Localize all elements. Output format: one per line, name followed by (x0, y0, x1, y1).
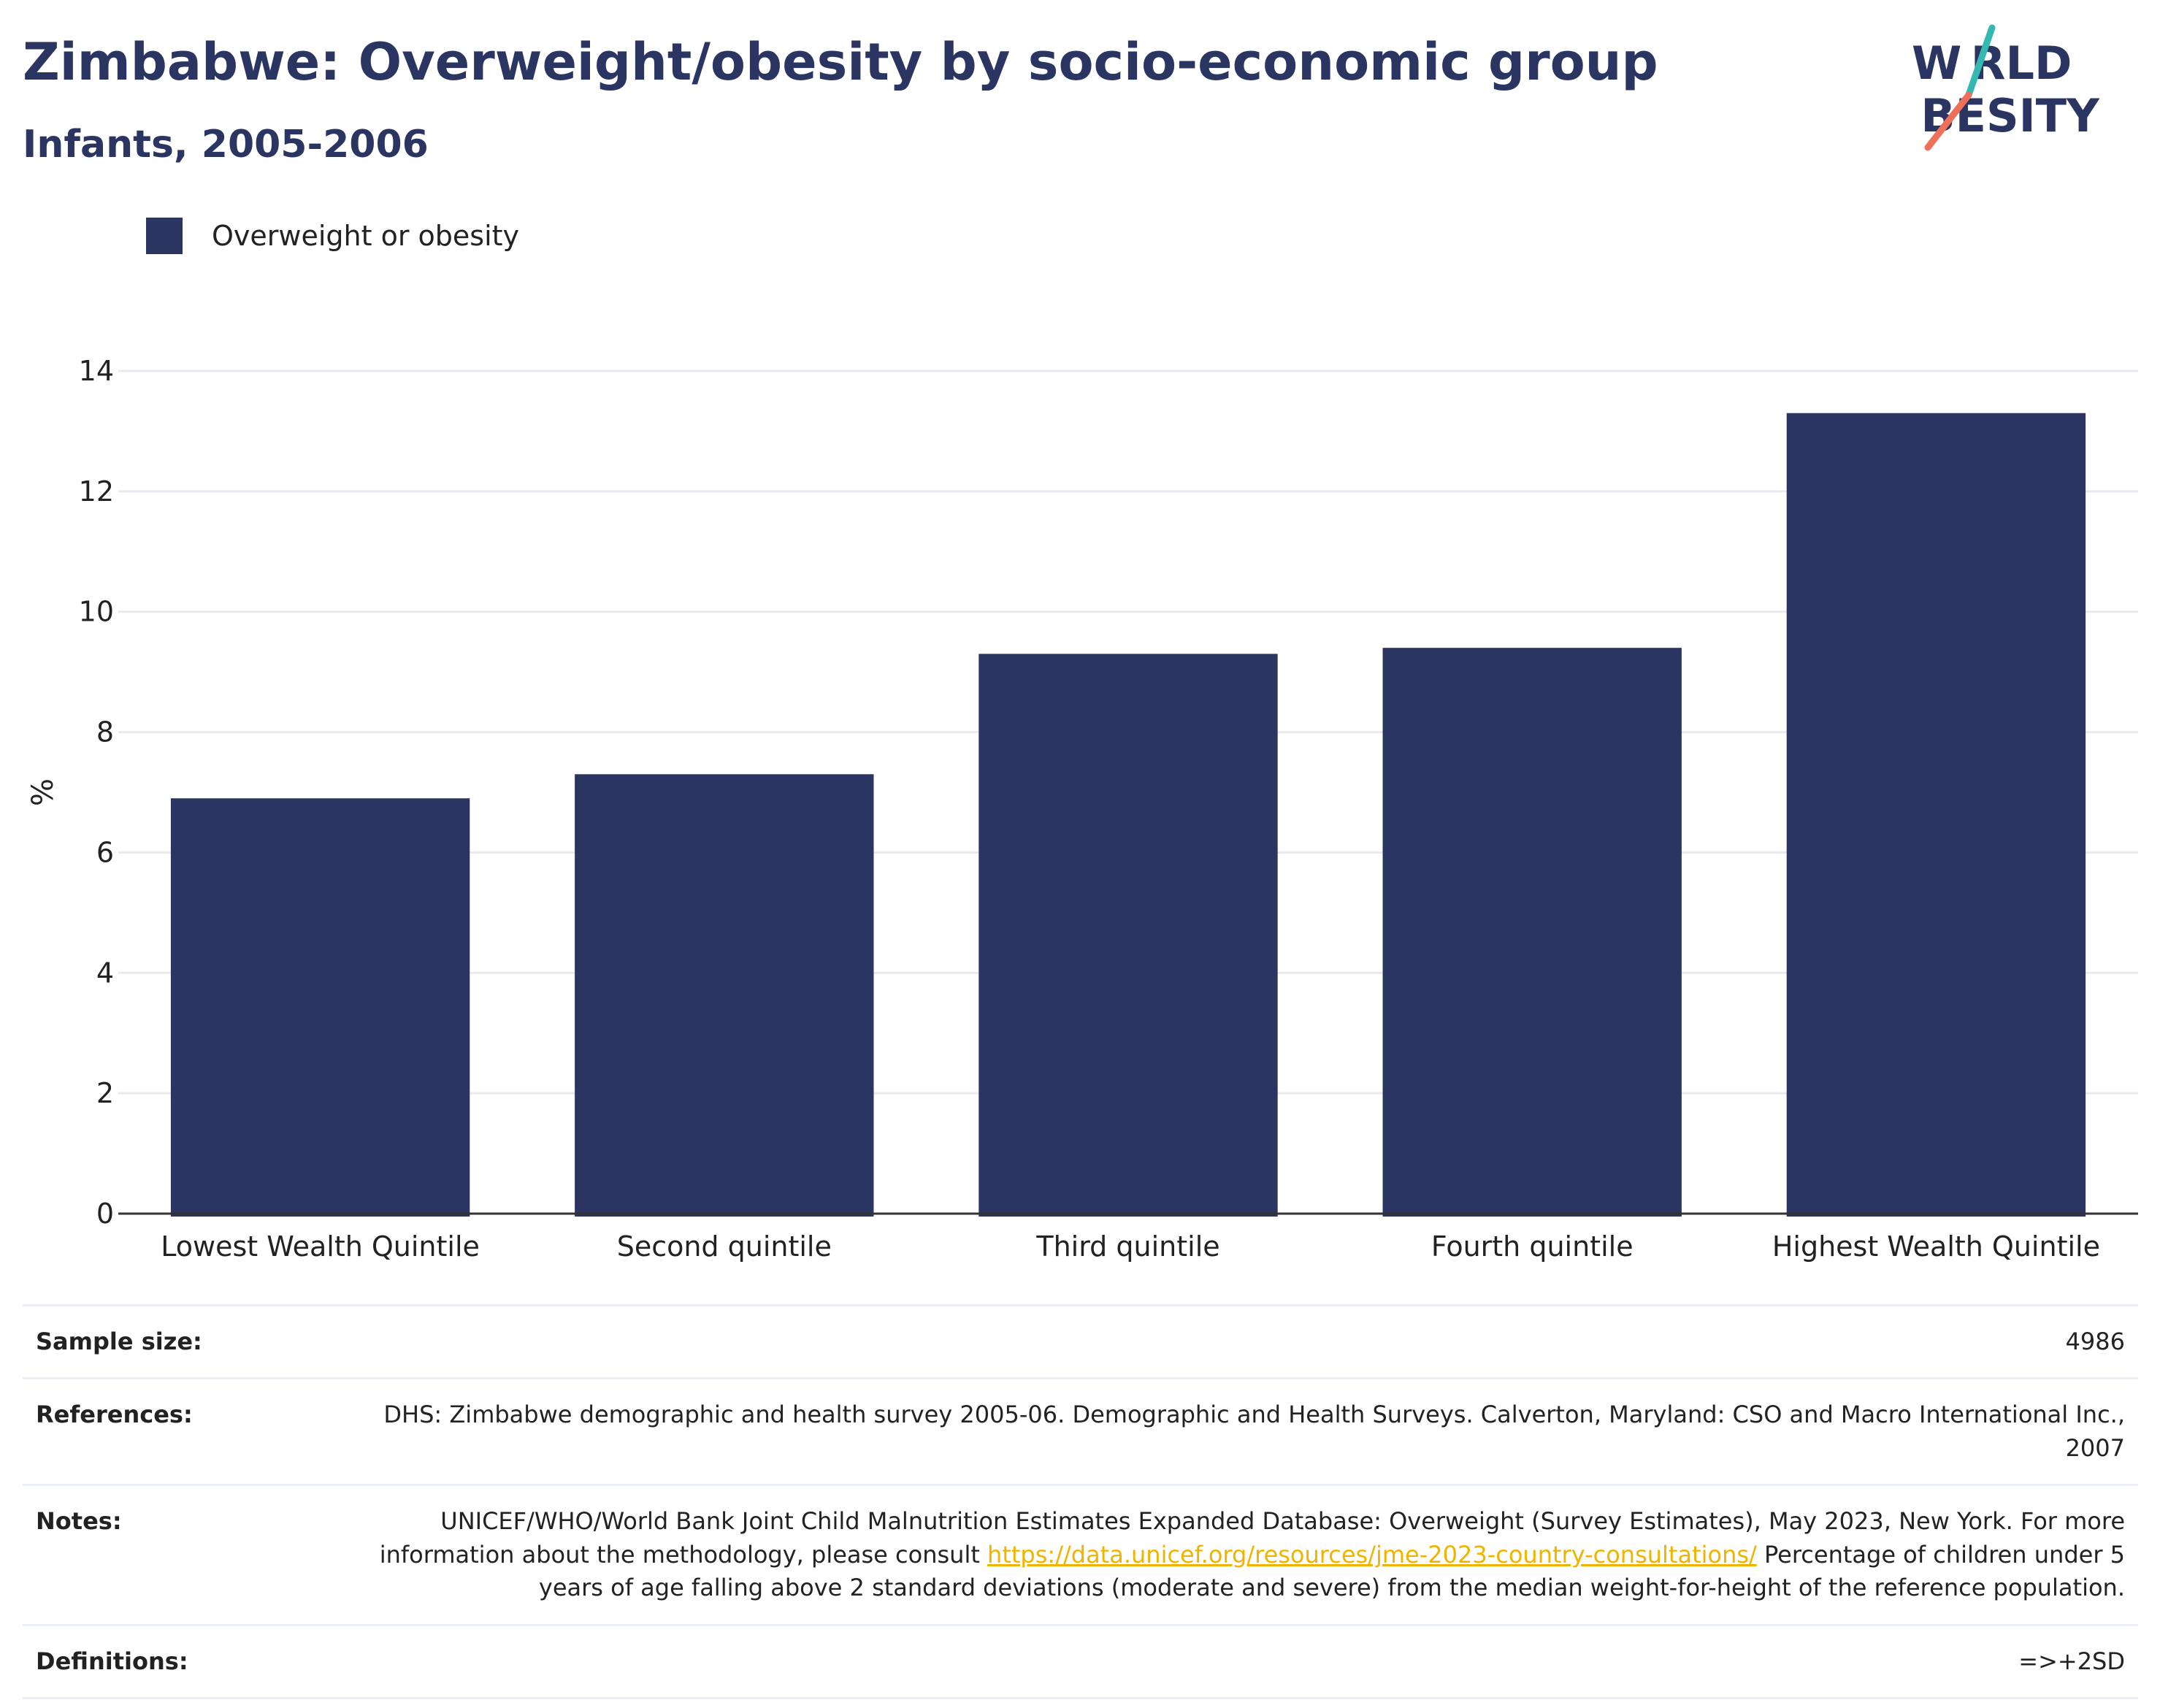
info-row-sample-size: Sample size: 4986 (23, 1305, 2138, 1379)
chart-legend[interactable]: Overweight or obesity (146, 218, 519, 254)
x-tick-label: Second quintile (617, 1230, 832, 1263)
chart-title: Zimbabwe: Overweight/obesity by socio-ec… (23, 32, 1658, 92)
y-tick-label: 6 (96, 836, 114, 868)
references-label: References: (36, 1401, 193, 1429)
info-table: Sample size: 4986 References: DHS: Zimba… (23, 1304, 2138, 1699)
y-axis-label: % (26, 778, 60, 806)
info-row-definitions: Definitions: =>+2SD (23, 1625, 2138, 1699)
chart-subtitle: Infants, 2005-2006 (23, 123, 429, 166)
definitions-value: =>+2SD (2018, 1647, 2125, 1675)
logo-slash-teal-icon (1965, 24, 1996, 99)
bar-chart: 0 2 4 6 8 10 12 14% Lowest Wealth Quintile Second… (26, 355, 2138, 1263)
y-tick-label: 10 (79, 596, 114, 628)
bar-2[interactable] (575, 774, 874, 1217)
sample-size-value: 4986 (2065, 1328, 2125, 1355)
logo-text-obesity: BESITY (1912, 89, 2100, 142)
legend-swatch (146, 218, 183, 254)
y-tick-label: 2 (96, 1077, 114, 1109)
logo-text-world: W RLD (1912, 37, 2072, 90)
notes-label: Notes: (36, 1507, 122, 1536)
y-tick-label: 12 (79, 475, 114, 508)
notes-text-1: UNICEF/WHO/World Bank Joint Child Malnut… (379, 1507, 2125, 1569)
bar-4[interactable] (1382, 648, 1682, 1217)
y-tick-label: 14 (79, 355, 114, 387)
x-tick-label: Highest Wealth Quintile (1772, 1230, 2100, 1263)
y-tick-label: 0 (96, 1198, 114, 1230)
bar-5[interactable] (1786, 413, 2086, 1217)
notes-value: UNICEF/WHO/World Bank Joint Child Malnut… (341, 1485, 2138, 1625)
world-obesity-logo: W RLD BESITY (1912, 24, 2100, 151)
x-tick-label: Third quintile (1035, 1230, 1219, 1263)
notes-text-2: Percentage of children under 5 years of … (538, 1540, 2125, 1602)
y-tick-label: 8 (96, 716, 114, 748)
x-tick-label: Fourth quintile (1431, 1230, 1634, 1263)
bar-3[interactable] (978, 654, 1278, 1217)
bar-1[interactable] (170, 798, 470, 1217)
info-row-notes: Notes: UNICEF/WHO/World Bank Joint Child… (23, 1485, 2138, 1625)
logo-slash-coral-icon (1924, 91, 1972, 151)
y-tick-label: 4 (96, 957, 114, 989)
info-row-references: References: DHS: Zimbabwe demographic an… (23, 1378, 2138, 1485)
definitions-label: Definitions: (36, 1647, 188, 1675)
x-tick-label: Lowest Wealth Quintile (161, 1230, 480, 1263)
references-value: DHS: Zimbabwe demographic and health sur… (383, 1401, 2125, 1462)
legend-label: Overweight or obesity (212, 220, 520, 252)
notes-link[interactable]: https://data.unicef.org/resources/jme-20… (987, 1540, 1757, 1569)
sample-size-label: Sample size: (36, 1328, 202, 1355)
